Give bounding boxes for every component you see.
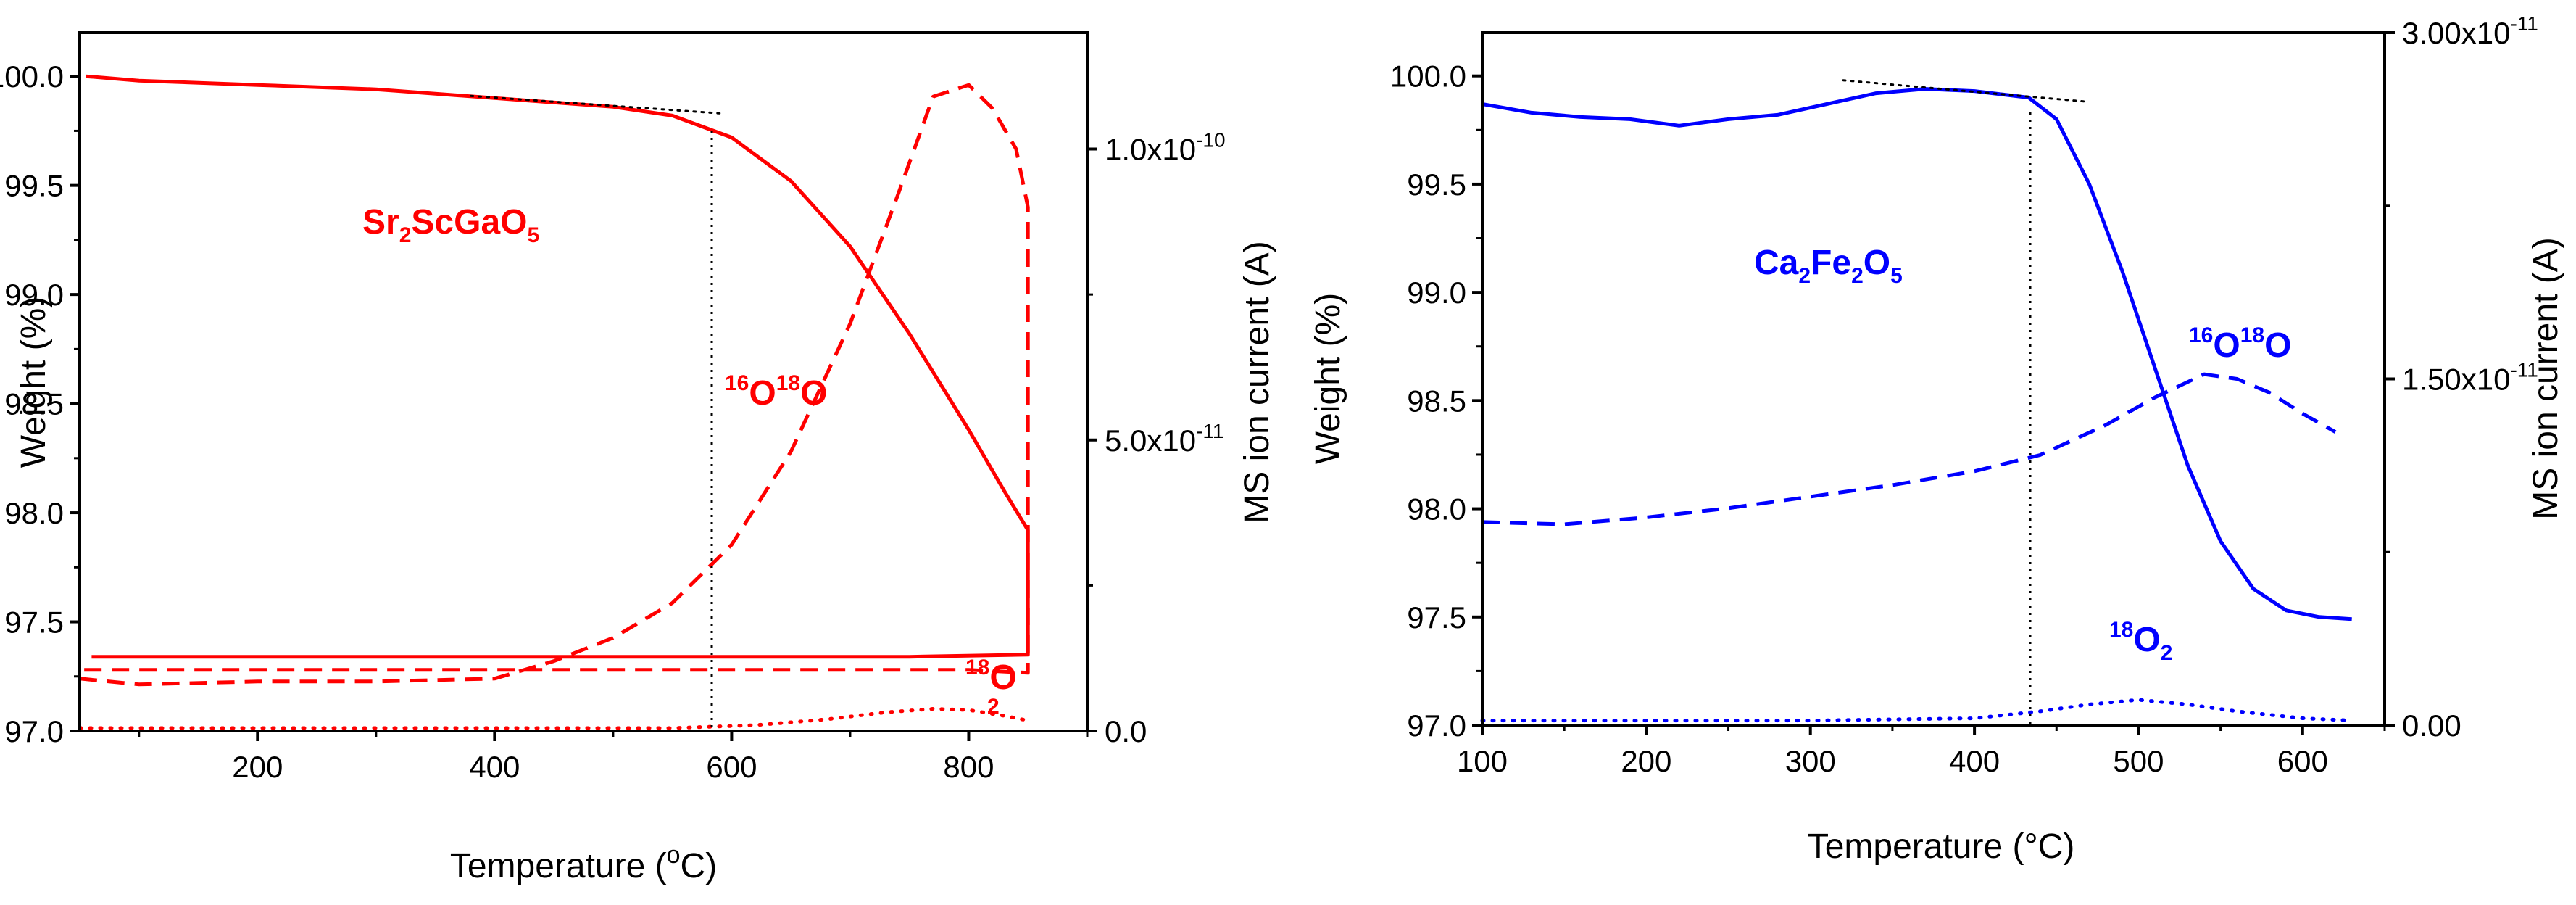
left-y2-tick-exp: -10	[1196, 129, 1225, 152]
right-series-tangent-line	[1842, 79, 2090, 103]
left-y-tick-label: 100.0	[0, 59, 64, 94]
left-y2-tick-label: 1.0x10-10	[1105, 129, 1226, 167]
right-series-group	[1480, 79, 2354, 723]
left-y2-tick-base: 0.0	[1105, 714, 1147, 748]
right-y-tick-label: 97.0	[1407, 708, 1466, 743]
right-y2-axis-title: MS ion current (A)	[2527, 237, 2565, 519]
right-x-tick-label: 300	[1785, 744, 1836, 778]
left-16o18o-o2: O	[800, 374, 827, 413]
left-y2-tick-exp: -11	[1196, 420, 1223, 442]
right-compound-label: Ca2Fe2O5	[1754, 244, 1903, 288]
left-18o2-o: O	[989, 658, 1016, 697]
left-18o2-label: 18O 2	[965, 656, 1017, 719]
left-y-tick-label: 97.5	[4, 606, 64, 640]
right-compound-part-4: O	[1864, 244, 1890, 282]
right-16o18o-sup2: 18	[2240, 323, 2264, 347]
right-y-tick-label: 97.5	[1407, 600, 1466, 635]
left-x-title-prefix: (	[655, 847, 667, 885]
right-chart: 100 200 300 400 500 600 97.0 97.5 98.0 98.5 99.0 99…	[1309, 12, 2565, 866]
right-y-tick-label: 99.0	[1407, 276, 1466, 310]
right-y-tick-label: 100.0	[1390, 59, 1466, 94]
left-y2-tick-base: 5.0x10	[1105, 423, 1196, 458]
right-16o18o-sup1: 16	[2189, 323, 2213, 347]
right-y-tick-label: 98.0	[1407, 492, 1466, 526]
left-chart: 200 400 600 800 97.0 97.5 98.0 98.5 99.0 99.5 100.…	[0, 31, 1276, 885]
left-18o2-sup: 18	[965, 656, 989, 679]
left-series-group	[78, 74, 1030, 730]
left-compound-part-3: 5	[527, 223, 539, 247]
right-16o18o-o1: O	[2213, 326, 2240, 365]
right-compound-part-0: Ca	[1754, 244, 1799, 282]
right-y2-tick-base: 0.00	[2402, 708, 2461, 743]
right-y2-tick-base: 1.50x10	[2402, 363, 2510, 397]
right-y2-tick-exp: -11	[2510, 12, 2538, 35]
left-x-tick-label: 200	[232, 750, 283, 784]
left-y-tick-label: 99.0	[4, 278, 64, 312]
left-16o18o-o1: O	[749, 374, 776, 413]
right-x-tick-label: 100	[1457, 744, 1508, 778]
right-y-tick-label: 99.5	[1407, 168, 1466, 202]
right-x-tick-label: 500	[2113, 744, 2164, 778]
left-x-tick-label: 800	[943, 750, 994, 784]
right-y2-tick-exp: -11	[2510, 359, 2538, 381]
right-y2-tick-label: 0.00	[2402, 708, 2461, 743]
right-compound-part-1: 2	[1798, 264, 1811, 288]
right-compound-part-2: Fe	[1811, 244, 1851, 282]
left-y2-tick-base: 1.0x10	[1105, 133, 1196, 167]
left-y-axis-title: Weight (%)	[14, 297, 53, 468]
right-x-tick-label: 400	[1949, 744, 2000, 778]
left-y-tick-label: 98.5	[4, 387, 64, 421]
right-y-axis-title: Weight (%)	[1309, 293, 1347, 465]
right-series-18o2-line	[1480, 698, 2354, 723]
left-series-weight-line	[85, 74, 1030, 659]
right-y-tick-label: 98.5	[1407, 384, 1466, 418]
left-y-tick-label: 99.5	[4, 169, 64, 203]
right-y2-tick-base: 3.00x10	[2402, 16, 2510, 50]
left-series-tangent-line	[470, 94, 721, 115]
right-16o18o-label: 16O18O	[2189, 323, 2291, 365]
left-16o18o-sup1: 16	[725, 371, 749, 395]
left-16o18o-sup2: 18	[776, 371, 800, 395]
left-y2-axis-title: MS ion current (A)	[1238, 241, 1276, 523]
right-y2-tick-label: 3.00x10-11	[2402, 12, 2538, 50]
right-plot-frame	[1481, 31, 2386, 727]
right-compound-part-3: 2	[1851, 264, 1864, 288]
left-x-title-sup: o	[667, 841, 681, 869]
left-compound-part-2: ScGaO	[411, 203, 527, 241]
right-16o18o-o2: O	[2264, 326, 2291, 365]
left-16o18o-label: 16O18O	[725, 371, 827, 413]
left-series-18o2-line	[78, 707, 1030, 730]
left-y2-tick-label: 5.0x10-11	[1105, 420, 1224, 458]
left-compound-label: Sr2ScGaO5	[362, 203, 539, 247]
right-ticks-group: 100 200 300 400 500 600 97.0 97.5 98.0 98.5 99.0 99…	[1390, 12, 2538, 778]
right-x-axis-title: Temperature (°C)	[1808, 827, 2075, 866]
left-x-title-suffix: C)	[681, 847, 718, 885]
right-compound-part-5: 5	[1890, 264, 1903, 288]
left-series-16o18o-line	[79, 83, 1030, 687]
left-x-axis-title: Temperature (oC)	[450, 841, 717, 885]
right-x-tick-label: 200	[1621, 744, 1671, 778]
right-18o2-sub: 2	[2161, 641, 2173, 665]
right-x-tick-label: 600	[2277, 744, 2328, 778]
right-series-16o18o-line	[1482, 372, 2337, 526]
left-y2-tick-label: 0.0	[1105, 714, 1147, 748]
left-compound-part-1: 2	[399, 223, 412, 247]
left-ticks-group: 200 400 600 800 97.0 97.5 98.0 98.5 99.0 99.5 100.…	[0, 59, 1226, 784]
left-x-tick-label: 600	[706, 750, 757, 784]
right-18o2-sup: 18	[2109, 618, 2133, 642]
right-18o2-label: 18O2	[2109, 618, 2172, 665]
left-y-tick-label: 97.0	[4, 714, 64, 748]
left-y-tick-label: 98.0	[4, 496, 64, 530]
left-x-title-space	[645, 847, 655, 885]
left-compound-part-0: Sr	[362, 203, 399, 241]
right-18o2-o: O	[2133, 621, 2160, 659]
right-y2-tick-label: 1.50x10-11	[2402, 359, 2538, 397]
left-x-title-main: Temperature	[450, 847, 645, 885]
left-18o2-sub: 2	[987, 695, 1000, 719]
left-x-tick-label: 400	[469, 750, 520, 784]
left-plot-frame	[78, 31, 1089, 732]
